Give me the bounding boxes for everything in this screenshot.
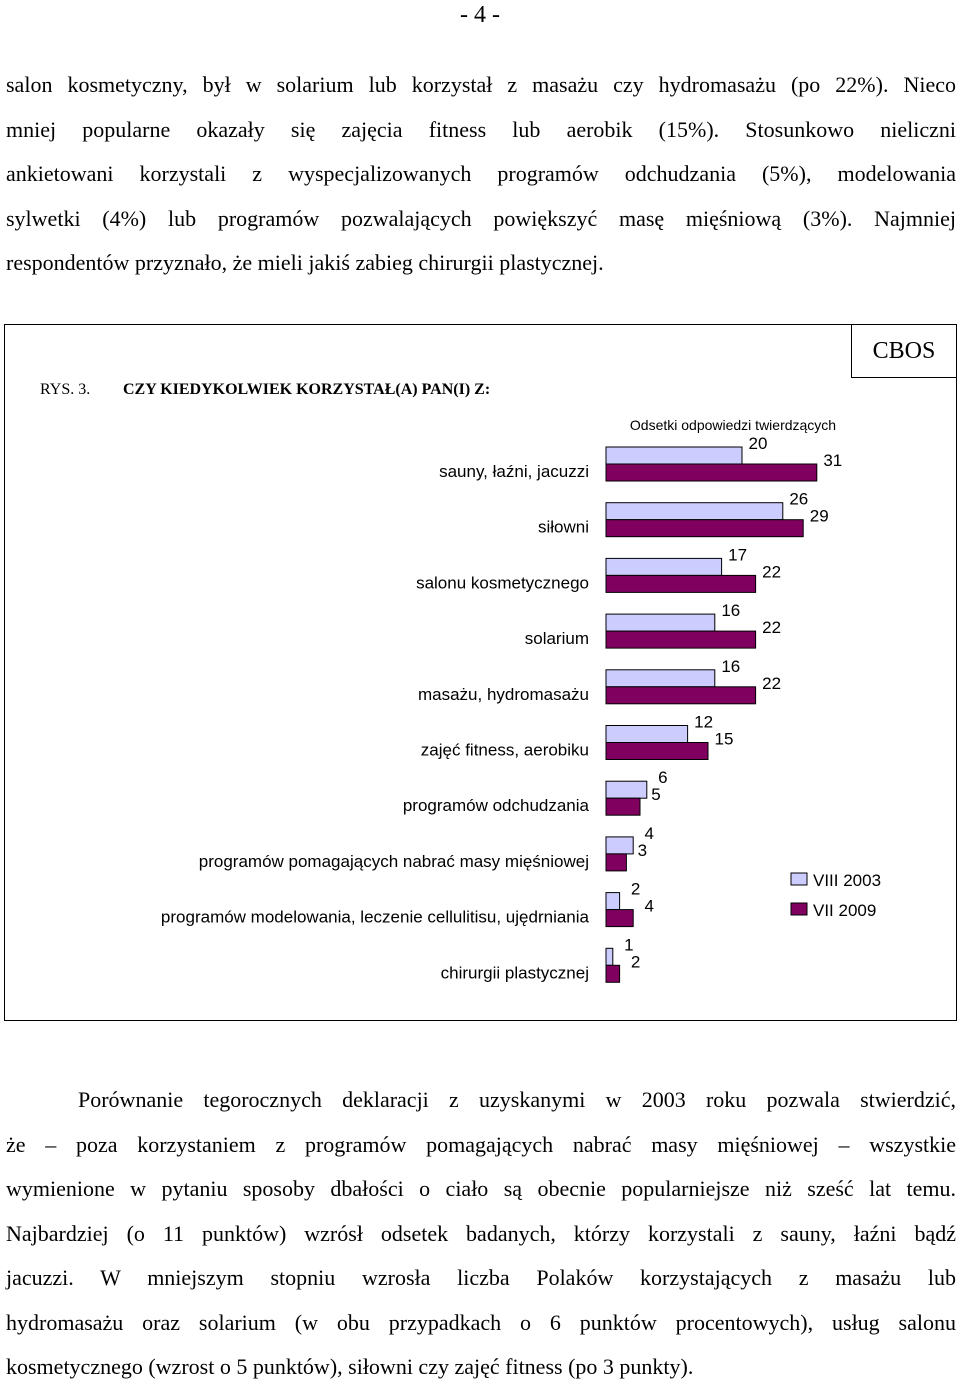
bar-2003: [605, 613, 716, 632]
bar-2009: [605, 797, 641, 816]
category-label: programów pomagających nabrać masy mięśn…: [199, 852, 589, 871]
bar-2009: [605, 742, 709, 760]
category-label: chirurgii plastycznej: [441, 963, 589, 982]
paragraph-line: że – poza korzystaniem z programów pomag…: [6, 1131, 956, 1157]
page-number: - 4 -: [460, 2, 500, 28]
category-label: zajęć fitness, aerobiku: [421, 741, 589, 760]
paragraph-line: wymienione w pytaniu sposoby dbałości o …: [6, 1176, 956, 1201]
bar-2009: [605, 574, 757, 593]
paragraph-line: salon kosmetyczny, był w solarium lub ko…: [6, 72, 956, 97]
category-label: masażu, hydromasażu: [418, 685, 589, 704]
figure-title: CZY KIEDYKOLWIEK KORZYSTAŁ(A) PAN(I) Z:: [123, 381, 491, 398]
legend-label: VII 2009: [813, 901, 876, 920]
chart-subtitle: Odsetki odpowiedzi twierdzących: [630, 417, 836, 433]
bar-2009: [605, 630, 757, 649]
data-label: 22: [762, 562, 781, 581]
data-label: 12: [694, 713, 713, 732]
figure-source-badge: CBOS: [851, 324, 957, 378]
paragraph-line: sylwetki (4%) lub programów pozwalającyc…: [6, 205, 956, 231]
category-label: salonu kosmetycznego: [416, 573, 589, 592]
data-label: 22: [762, 674, 781, 693]
data-label: 15: [715, 730, 734, 749]
paragraph-line: kosmetycznego (wzrost o 5 punktów), siło…: [6, 1354, 694, 1379]
paragraph-line: jacuzzi. W mniejszym stopniu wzrosła lic…: [6, 1265, 956, 1290]
bar-2003: [605, 836, 634, 855]
bar-2003: [605, 892, 621, 911]
data-label: 16: [721, 657, 740, 676]
data-label: 29: [810, 507, 829, 526]
data-label: 26: [789, 490, 808, 509]
bar-2003: [605, 947, 614, 966]
paragraph-line: hydromasażu oraz solarium (w obu przypad…: [6, 1309, 956, 1335]
data-label: 16: [721, 601, 740, 620]
data-label: 1: [624, 935, 633, 954]
bar-2009: [605, 686, 757, 705]
data-label: 31: [823, 451, 842, 470]
legend-swatch: [790, 872, 808, 886]
data-label: 22: [762, 618, 781, 637]
legend-label: VIII 2003: [813, 871, 881, 890]
bar-2003: [605, 725, 689, 743]
figure-frame: [4, 324, 957, 1021]
bar-2009: [605, 463, 818, 482]
legend-swatch: [790, 902, 808, 916]
bar-2009: [605, 519, 804, 538]
category-label: siłowni: [538, 518, 589, 537]
bar-2003: [605, 446, 743, 465]
bar-2003: [605, 780, 648, 799]
category-label: programów modelowania, leczenie cellulit…: [161, 908, 590, 927]
data-label: 2: [631, 952, 640, 971]
bar-2009: [605, 853, 627, 872]
paragraph-line: mniej popularne okazały się zajęcia fitn…: [6, 116, 956, 142]
bar-2003: [605, 557, 723, 576]
paragraph-intro: salon kosmetyczny, był w solarium lub ko…: [6, 63, 956, 286]
paragraph-line: Najbardziej (o 11 punktów) wzrósł odsete…: [6, 1220, 956, 1246]
data-label: 4: [644, 824, 653, 843]
data-label: 5: [651, 785, 660, 804]
bar-2003: [605, 669, 716, 688]
data-label: 3: [638, 841, 647, 860]
data-label: 6: [658, 768, 667, 787]
bar-2003: [605, 502, 784, 521]
data-label: 2: [631, 880, 640, 899]
figure-label: RYS. 3.: [40, 381, 91, 398]
category-label: programów odchudzania: [403, 796, 590, 815]
paragraph-comparison: Porównanie tegorocznych deklaracji z uzy…: [6, 1078, 956, 1390]
paragraph-line: respondentów przyznało, że mieli jakiś z…: [6, 250, 604, 275]
bar-2009: [605, 964, 621, 983]
bar-2009: [605, 909, 634, 928]
data-label: 20: [749, 434, 768, 453]
paragraph-line: ankietowani korzystali z wyspecjalizowan…: [6, 161, 956, 186]
category-label: solarium: [525, 629, 589, 648]
paragraph-line: Porównanie tegorocznych deklaracji z uzy…: [78, 1087, 956, 1112]
data-label: 4: [644, 897, 653, 916]
data-label: 17: [728, 545, 747, 564]
category-label: sauny, łaźni, jacuzzi: [439, 462, 589, 481]
